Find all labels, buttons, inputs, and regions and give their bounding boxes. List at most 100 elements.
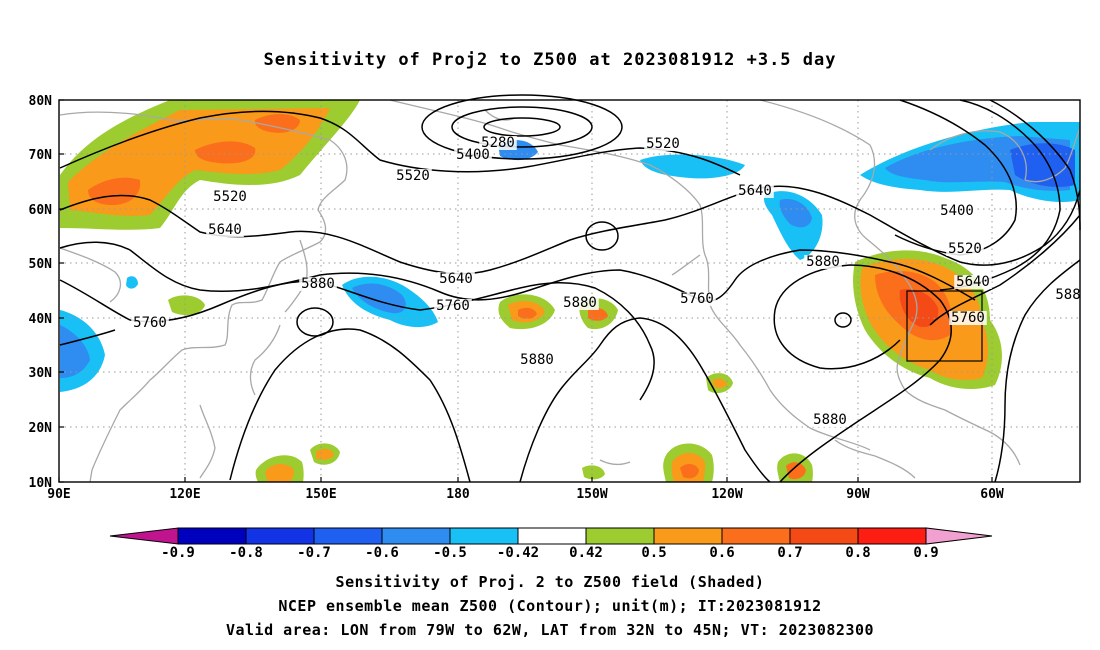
shade-negative-region <box>352 283 406 314</box>
shade-negative-region <box>640 154 745 179</box>
contour-label: 5880 <box>301 276 335 292</box>
lon-tick-label: 120W <box>711 487 742 502</box>
colorbar-label: 0.8 <box>845 545 870 561</box>
contour-label: 5760 <box>951 310 985 326</box>
coastline <box>759 99 918 391</box>
lon-tick-label: 60W <box>980 487 1004 502</box>
colorbar-segment <box>177 527 247 545</box>
contour-label: 5400 <box>940 203 974 219</box>
shade-positive-region <box>168 295 205 316</box>
contour-label: 5880 <box>520 352 554 368</box>
shade-positive-region <box>713 378 727 388</box>
contour-label-bg <box>434 299 472 313</box>
colorbar-segment <box>313 527 383 545</box>
footer-line-2: NCEP ensemble mean Z500 (Contour); unit(… <box>278 597 822 615</box>
contour-label-bg <box>299 277 337 291</box>
coastline <box>834 439 916 479</box>
lat-tick-label: 60N <box>29 203 53 218</box>
colorbar-segment <box>517 527 587 545</box>
contour-label-bg <box>954 275 992 289</box>
contour-label: 5760 <box>680 291 714 307</box>
shade-positive-region <box>316 448 334 460</box>
contour-line <box>296 307 334 337</box>
colorbar: -0.9 -0.8 -0.7 -0.6 -0.5 -0.42 0.42 0.5 0.6 0.7 0.… <box>109 527 993 561</box>
contour-label-bg <box>804 255 842 269</box>
shade-negative-region <box>60 325 90 378</box>
contour-line <box>519 317 771 483</box>
contour-line <box>939 99 1061 291</box>
colorbar-label: 0.5 <box>641 545 666 561</box>
contour-line <box>451 106 593 148</box>
contour-label: 5520 <box>646 136 680 152</box>
contour-label-bg <box>206 223 244 237</box>
contour-label-bg <box>949 311 987 325</box>
contour-label: 5520 <box>396 168 430 184</box>
contour-label-bg <box>938 204 976 218</box>
coastline <box>59 111 348 483</box>
colorbar-label: -0.8 <box>229 545 263 561</box>
contour-line <box>585 221 619 251</box>
lon-tick-label: 180 <box>446 487 470 502</box>
contour-line <box>834 312 852 328</box>
contour-label-bg <box>811 413 849 427</box>
contour-labels: 5280540055205520552056405640540056405520… <box>131 135 1083 428</box>
colorbar-label: -0.9 <box>161 545 195 561</box>
shade-positive-region <box>786 462 806 480</box>
valid-area-box <box>906 290 983 362</box>
lat-tick-label: 70N <box>29 148 53 163</box>
shade-negative-region <box>779 199 812 228</box>
contour-label-bg <box>518 353 556 367</box>
coastline <box>389 99 561 146</box>
contour-label-bg <box>678 292 716 306</box>
contour-label: 5880 <box>563 295 597 311</box>
contour-label-bg <box>736 184 774 198</box>
coastline <box>929 130 1027 181</box>
colorbar-label: -0.5 <box>433 545 467 561</box>
colorbar-label: 0.7 <box>777 545 802 561</box>
colorbar-segment <box>789 527 859 545</box>
contour-line <box>773 264 952 483</box>
coastline <box>249 324 281 396</box>
shade-positive-region <box>265 464 294 482</box>
contour-label: 5400 <box>456 147 490 163</box>
footer-line-3: Valid area: LON from 79W to 62W, LAT fro… <box>225 621 875 639</box>
lon-tick-label: 90E <box>47 487 70 502</box>
contour-label: 5880 <box>813 412 847 428</box>
contour-label: 588 <box>1055 287 1080 303</box>
colorbar-segment <box>245 527 315 545</box>
contour-label-bg <box>394 169 432 183</box>
contour-label-bg <box>131 316 169 330</box>
colorbar-label: -0.6 <box>365 545 399 561</box>
contour-label: 5760 <box>133 315 167 331</box>
colorbar-label: 0.42 <box>569 545 603 561</box>
coastline <box>199 404 216 479</box>
lat-tick-label: 50N <box>29 257 53 272</box>
colorbar-segment <box>585 527 655 545</box>
contour-line <box>421 94 623 160</box>
contour-label-bg <box>437 272 475 286</box>
contour-label: 5760 <box>436 298 470 314</box>
contour-line <box>894 99 1017 256</box>
contour-label: 5880 <box>806 254 840 270</box>
coastline <box>1024 127 1081 183</box>
contour-label: 5640 <box>208 222 242 238</box>
sensitivity-shading <box>60 100 1080 482</box>
colorbar-segment <box>449 527 519 545</box>
colorbar-label: -0.7 <box>297 545 331 561</box>
contour-label-bg <box>211 190 249 204</box>
contour-line <box>229 328 471 483</box>
shade-positive-region <box>582 465 605 480</box>
lon-tick-label: 150E <box>305 487 336 502</box>
contour-line <box>994 259 1081 483</box>
colorbar-segment <box>381 527 451 545</box>
contour-label: 5280 <box>481 135 515 151</box>
contour-label-bg <box>644 137 682 151</box>
shade-positive-region <box>518 307 537 319</box>
contour-label-bg <box>1053 288 1083 302</box>
shade-positive-region <box>254 114 300 133</box>
lat-tick-label: 40N <box>29 312 53 327</box>
coastline <box>671 254 701 276</box>
coastline <box>904 389 1021 466</box>
contour-label: 5640 <box>738 183 772 199</box>
